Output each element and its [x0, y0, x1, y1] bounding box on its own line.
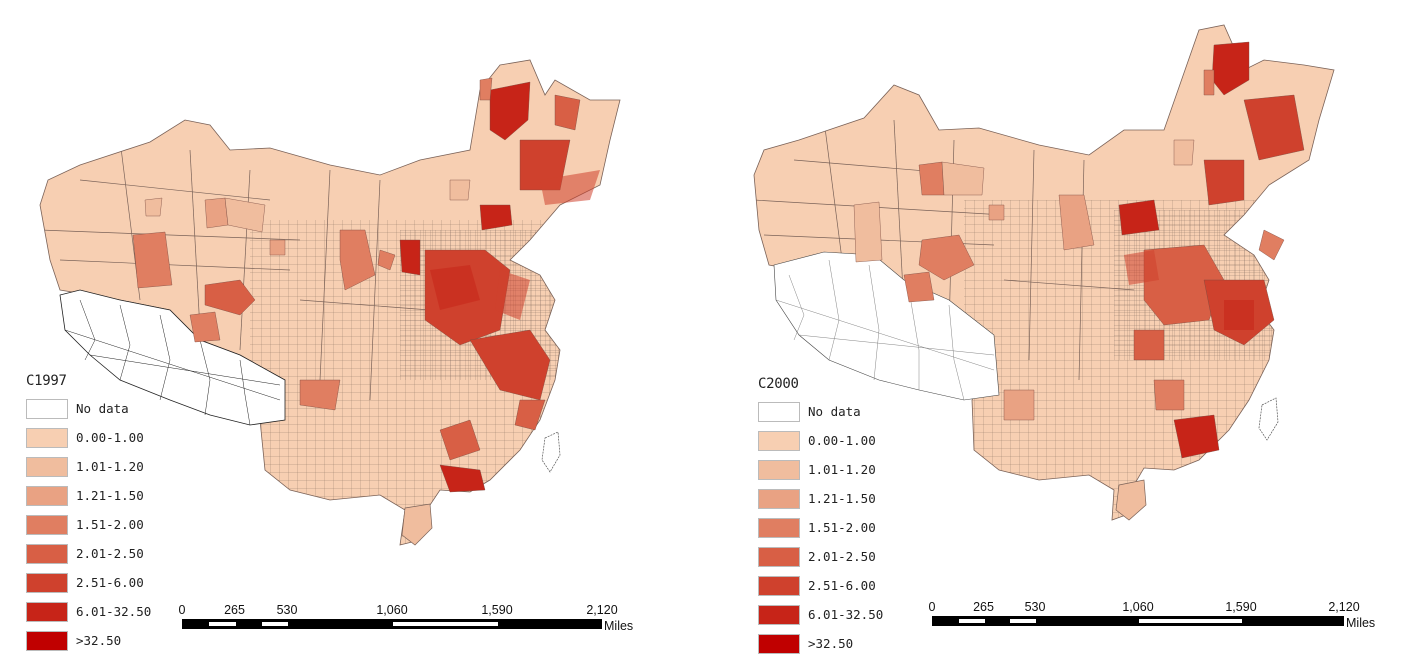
scale-bar-segment [393, 622, 498, 626]
legend-swatch [26, 427, 68, 448]
legend-swatch [758, 488, 800, 509]
legend-swatch [758, 546, 800, 567]
legend-label: 1.21-1.50 [76, 488, 144, 503]
legend-label: >32.50 [76, 633, 122, 648]
scale-bar-segment [261, 622, 288, 626]
legend-item: No data [26, 394, 151, 423]
scale-units-label: Miles [1346, 616, 1376, 630]
legend-swatch [26, 601, 68, 622]
no-data-county-borders [775, 259, 995, 401]
scale-bar-segment [1010, 619, 1036, 623]
legend-swatch [758, 459, 800, 480]
legend-swatch [758, 633, 800, 654]
scale-tick-label: 530 [1024, 600, 1046, 614]
legend-swatch [758, 575, 800, 596]
scale-tick-label: 530 [276, 603, 298, 617]
legend-title: C2000 [758, 376, 799, 392]
scale-units-label: Miles [604, 619, 634, 633]
legend-item: No data [758, 397, 883, 426]
china-map-c2000 [753, 24, 1335, 521]
legend-label: 6.01-32.50 [808, 607, 884, 622]
scale-tick-label: 0 [178, 603, 186, 617]
hainan-island [401, 503, 433, 546]
legend-label: No data [76, 401, 129, 416]
legend-rows: No data 0.00-1.00 1.01-1.20 1.21-1.50 1.51-2… [26, 394, 151, 655]
legend-item: 2.51-6.00 [758, 571, 883, 600]
legend-item: >32.50 [26, 626, 151, 655]
legend-item: 1.21-1.50 [26, 481, 151, 510]
map-panel-c1997: C1997 No data 0.00-1.00 1.01-1.20 1.21-1.50… [0, 0, 703, 670]
scale-bar-segment [209, 622, 236, 626]
legend-label: 1.51-2.00 [808, 520, 876, 535]
scale-bar-segment [1139, 619, 1242, 623]
scale-tick-label: 265 [973, 600, 994, 614]
legend-label: 0.00-1.00 [808, 433, 876, 448]
scale-tick-label: 2,120 [586, 603, 618, 617]
legend-title: C1997 [26, 373, 67, 389]
scale-bar-segment [958, 619, 985, 623]
legend-swatch [26, 630, 68, 651]
legend-item: 6.01-32.50 [26, 597, 151, 626]
no-data-region [59, 289, 286, 426]
county-highlights [853, 41, 1305, 459]
legend-item: >32.50 [758, 629, 883, 658]
legend-swatch [26, 485, 68, 506]
scale-tick-label: 265 [224, 603, 245, 617]
legend-swatch [26, 543, 68, 564]
scale-tick-label: 1,060 [1122, 600, 1154, 614]
legend-swatch [758, 401, 800, 422]
legend-swatch [26, 398, 68, 419]
legend-item: 2.01-2.50 [26, 539, 151, 568]
scale-tick-label: 1,590 [1225, 600, 1257, 614]
legend-item: 0.00-1.00 [26, 423, 151, 452]
eastern-dense-counties [430, 170, 600, 320]
scale-bar-c2000: 0 265 530 1,060 1,590 2,120 Miles [928, 600, 1376, 630]
china-map-c1997 [39, 59, 621, 546]
scale-tick-label: 1,590 [481, 603, 513, 617]
legend-item: 1.21-1.50 [758, 484, 883, 513]
scale-bar-graphic [182, 619, 602, 629]
legend-swatch [26, 456, 68, 477]
legend-label: 2.01-2.50 [76, 546, 144, 561]
legend-label: >32.50 [808, 636, 854, 651]
legend-swatch [758, 604, 800, 625]
legend-item: 1.01-1.20 [758, 455, 883, 484]
scale-bar-c1997: 0 265 530 1,060 1,590 2,120 Miles [178, 603, 634, 633]
legend-label: 1.01-1.20 [808, 462, 876, 477]
legend-swatch [758, 430, 800, 451]
legend-label: No data [808, 404, 861, 419]
legend-label: 2.51-6.00 [76, 575, 144, 590]
legend-item: 0.00-1.00 [758, 426, 883, 455]
taiwan-island [1258, 397, 1279, 441]
legend-item: 1.51-2.00 [758, 513, 883, 542]
scale-tick-label: 0 [928, 600, 936, 614]
scale-tick-label: 1,060 [376, 603, 408, 617]
legend-label: 0.00-1.00 [76, 430, 144, 445]
legend-item: 1.51-2.00 [26, 510, 151, 539]
no-data-county-borders [64, 299, 281, 426]
legend-label: 1.51-2.00 [76, 517, 144, 532]
legend-c1997: C1997 No data 0.00-1.00 1.01-1.20 1.21-1.50… [26, 373, 151, 655]
legend-item: 2.51-6.00 [26, 568, 151, 597]
legend-item: 6.01-32.50 [758, 600, 883, 629]
legend-swatch [26, 572, 68, 593]
legend-label: 1.01-1.20 [76, 459, 144, 474]
legend-label: 2.51-6.00 [808, 578, 876, 593]
legend-label: 6.01-32.50 [76, 604, 152, 619]
map-panel-c2000: C2000 No data 0.00-1.00 1.01-1.20 1.21-1.50… [704, 0, 1407, 670]
hainan-island [1115, 479, 1147, 521]
eastern-dense-counties [1124, 250, 1254, 330]
scale-tick-label: 2,120 [1328, 600, 1360, 614]
legend-swatch [26, 514, 68, 535]
legend-swatch [758, 517, 800, 538]
scale-bar-graphic [932, 616, 1344, 626]
legend-label: 1.21-1.50 [808, 491, 876, 506]
legend-item: 2.01-2.50 [758, 542, 883, 571]
legend-rows: No data 0.00-1.00 1.01-1.20 1.21-1.50 1.51-2… [758, 397, 883, 658]
legend-label: 2.01-2.50 [808, 549, 876, 564]
taiwan-island [541, 431, 561, 473]
legend-c2000: C2000 No data 0.00-1.00 1.01-1.20 1.21-1.50… [758, 376, 883, 658]
legend-item: 1.01-1.20 [26, 452, 151, 481]
